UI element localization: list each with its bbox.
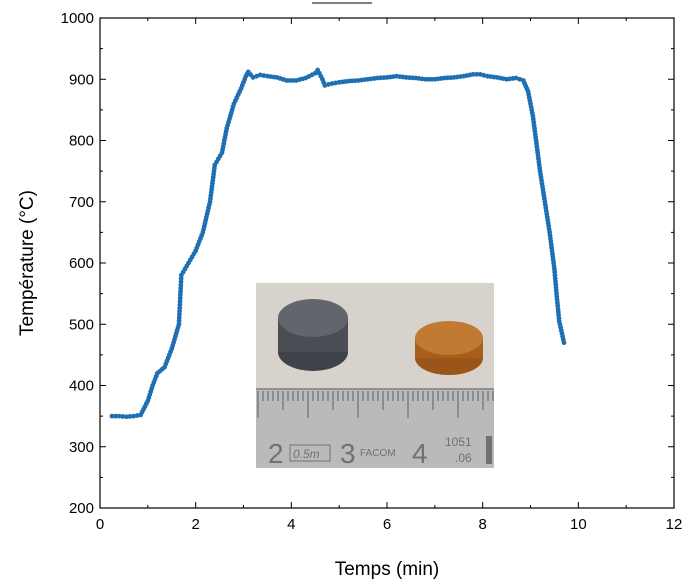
x-tick-label: 6: [383, 516, 391, 533]
data-point: [477, 71, 483, 77]
data-point: [257, 72, 263, 78]
ruler-label-0-5m: 0.5m: [293, 447, 320, 461]
ruler-label-brand: FACOM: [360, 448, 396, 459]
ruler: [256, 388, 494, 468]
x-tick-label: 10: [570, 516, 587, 533]
y-tick-label: 500: [69, 316, 94, 333]
x-tick-label: 8: [478, 516, 486, 533]
y-tick-label: 1000: [61, 10, 94, 27]
y-tick-label: 900: [69, 71, 94, 88]
x-tick-label: 12: [666, 516, 683, 533]
ruler-label-1051: 1051: [445, 435, 472, 449]
orange-sample-top: [415, 321, 483, 355]
y-tick-label: 700: [69, 194, 94, 211]
data-point: [329, 81, 335, 86]
data-point: [127, 414, 133, 419]
axis-ticks: [99, 17, 675, 509]
ruler-box: [289, 444, 331, 462]
data-point: [474, 71, 480, 77]
ruler-label-06: .06: [455, 451, 472, 465]
y-tick-label: 800: [69, 133, 94, 150]
data-point: [113, 413, 118, 419]
data-point: [481, 72, 487, 78]
y-tick-label: 600: [69, 255, 94, 272]
data-point: [120, 414, 126, 419]
y-tick-label: 200: [69, 500, 94, 517]
y-axis-title: Température (°C): [17, 190, 38, 336]
ruler-ticks: [257, 391, 494, 418]
data-point: [333, 80, 338, 86]
data-point: [470, 71, 476, 77]
data-point: [326, 82, 331, 87]
y-tick-label: 300: [69, 439, 94, 456]
data-point: [261, 73, 267, 78]
x-tick-label: 2: [191, 516, 199, 533]
inset-photo: 2 0.5m 3 FACOM 4 1051 .06: [256, 283, 494, 469]
x-tick-label: 4: [287, 516, 295, 533]
ruler-label-4: 4: [412, 438, 428, 469]
y-tick-label: 400: [69, 378, 94, 395]
gray-sample-top: [278, 299, 348, 337]
x-axis-title: Temps (min): [335, 559, 440, 580]
data-point: [123, 414, 129, 420]
data-point: [116, 413, 122, 419]
ruler-label-3: 3: [340, 438, 356, 469]
temperature-series: [109, 67, 567, 420]
axis-tick-labels: 0 2 4 6 8 10 12 200 300 400 500 600 700 800 900 1000: [61, 10, 683, 533]
ruler-label-2: 2: [268, 438, 284, 469]
data-point: [561, 340, 567, 346]
data-point: [109, 413, 115, 419]
x-tick-label: 0: [96, 516, 104, 533]
data-point: [131, 413, 136, 419]
ruler-end-mark: [486, 436, 492, 464]
data-point: [134, 413, 140, 418]
